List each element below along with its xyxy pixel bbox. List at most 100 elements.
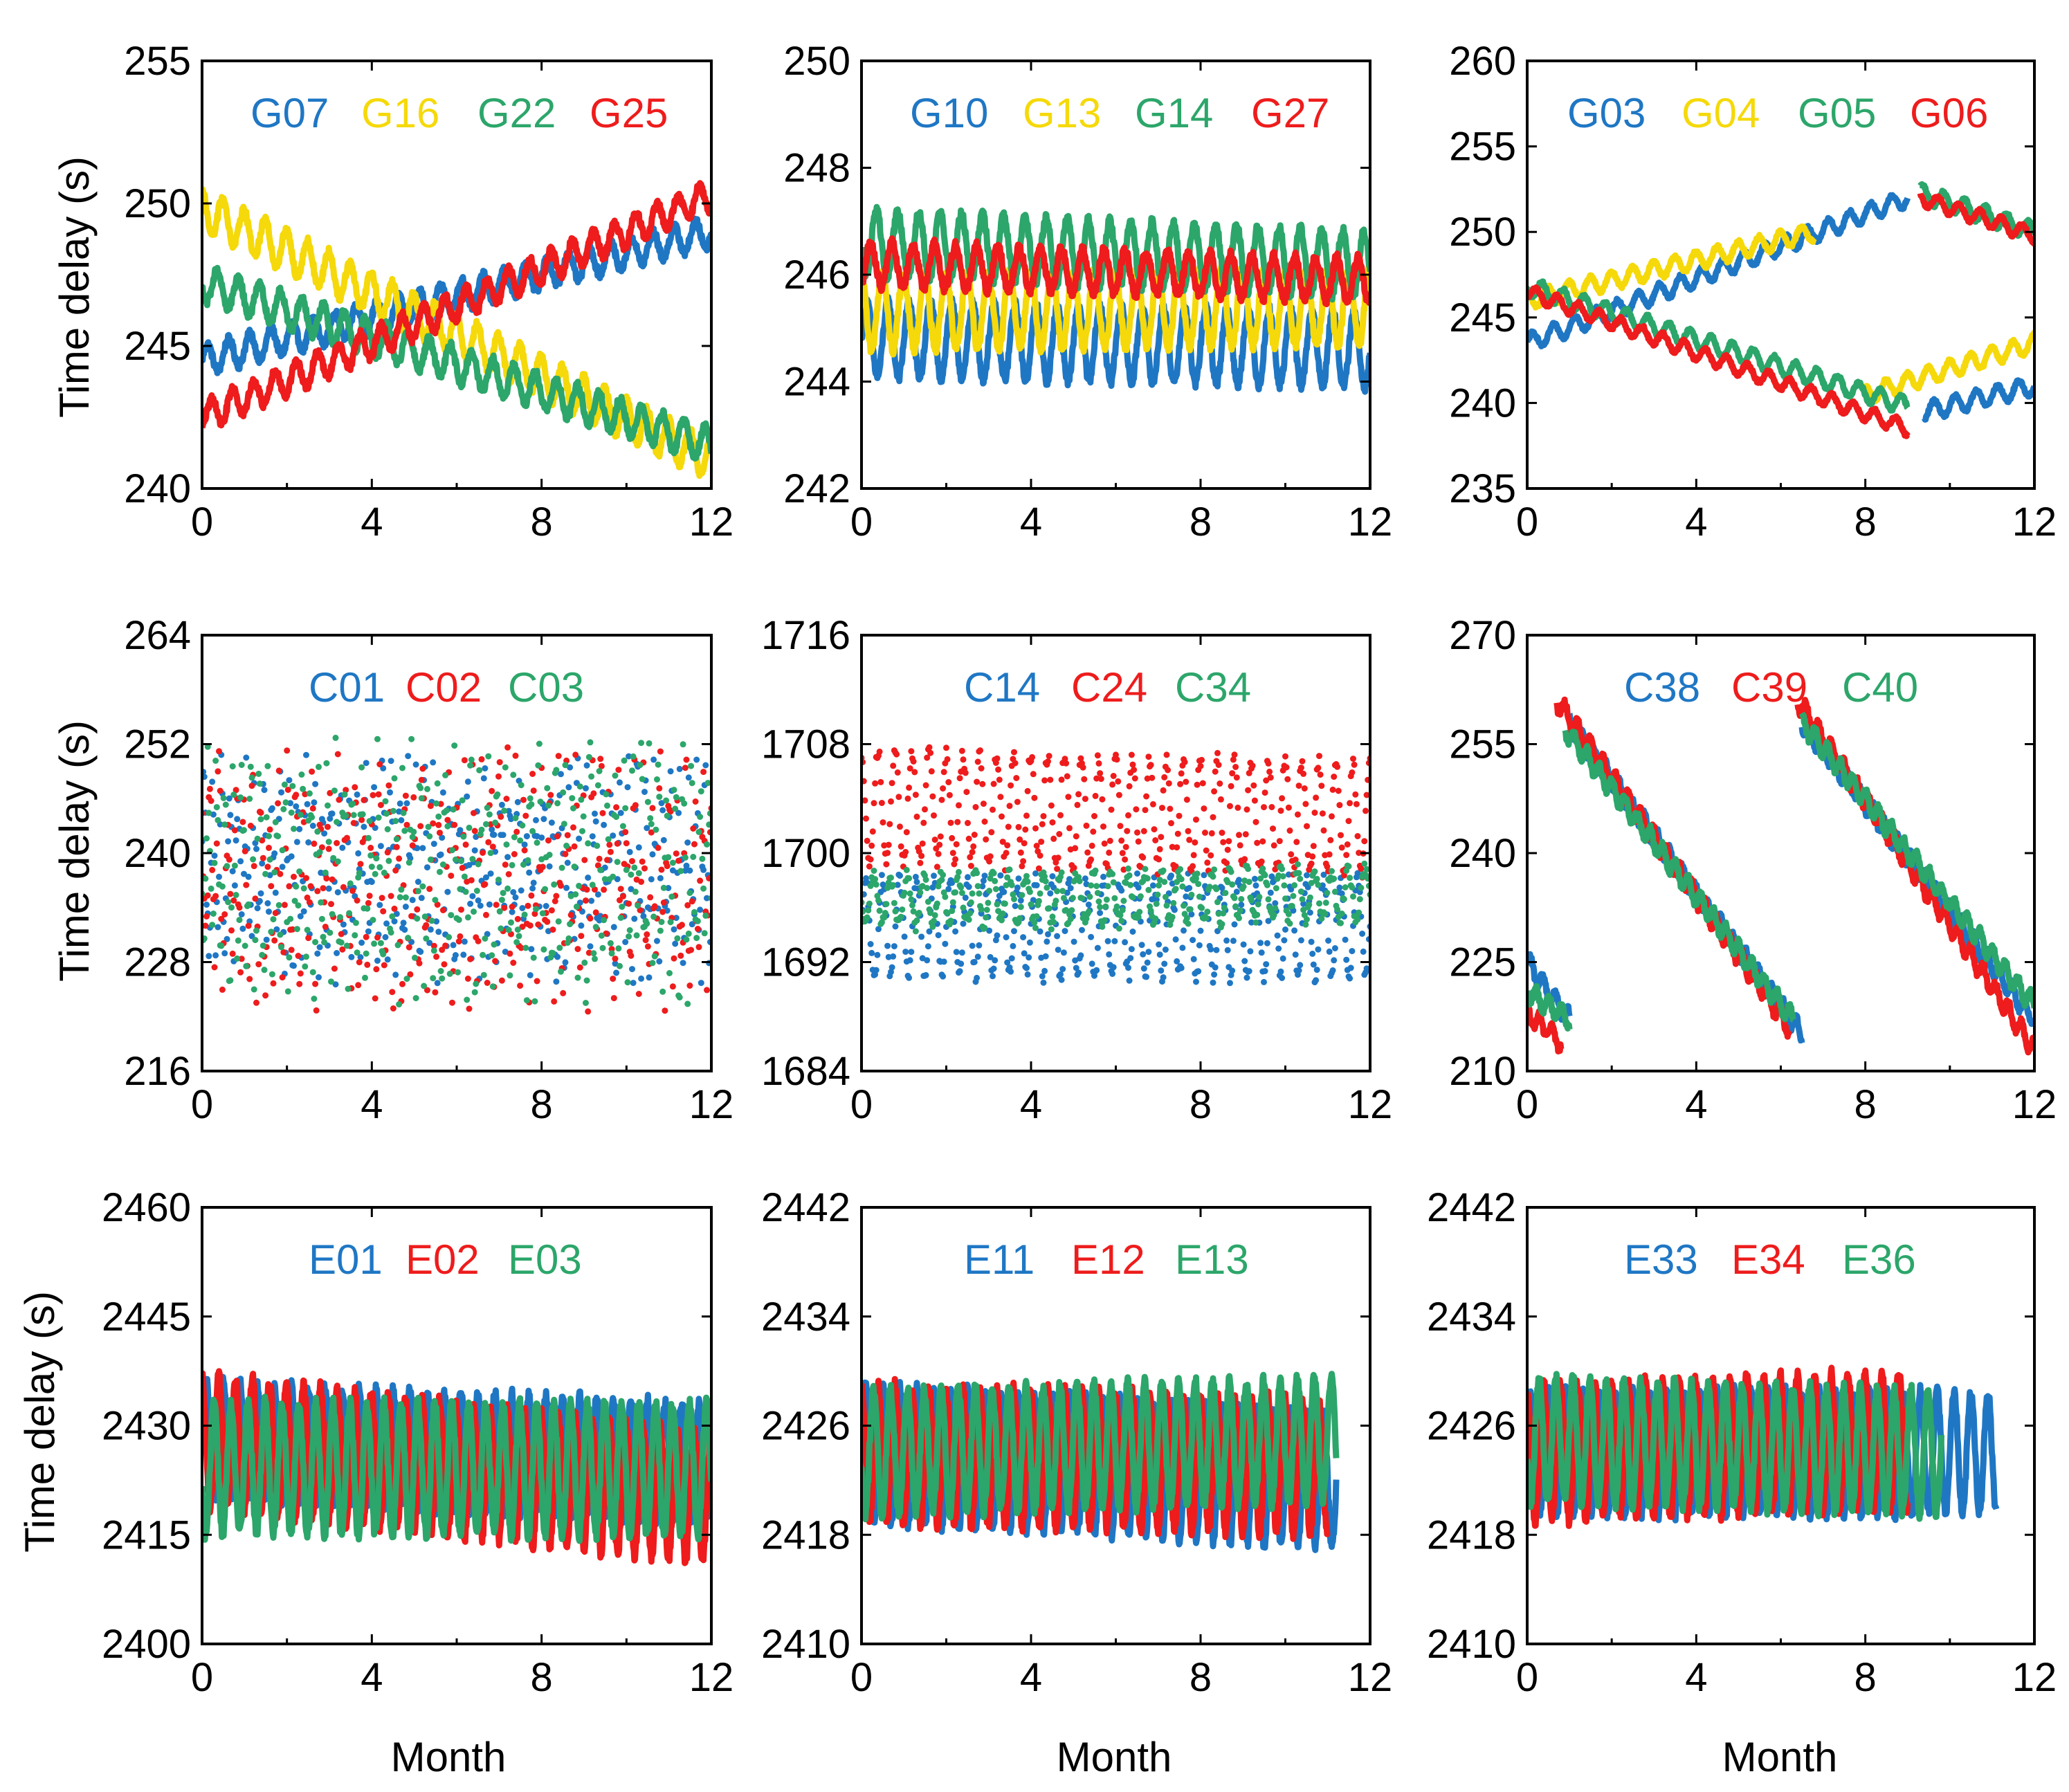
point-C02 [246,976,253,982]
point-C02 [655,844,662,851]
point-C03 [341,791,348,798]
point-C03 [686,890,693,896]
point-C24 [1064,773,1070,780]
point-C01 [649,851,656,858]
point-C34 [985,899,992,906]
point-C03 [264,762,271,769]
point-C14 [874,951,881,958]
point-C24 [996,776,1003,783]
point-C01 [629,966,635,973]
point-C01 [644,825,650,832]
x-tick-label: 8 [1854,1082,1877,1127]
point-C24 [1181,759,1188,765]
point-C03 [601,876,608,883]
point-C03 [476,767,483,774]
point-C03 [329,911,336,917]
point-C14 [906,974,913,981]
point-C34 [1017,915,1023,922]
point-C14 [1104,938,1111,944]
point-C34 [1354,916,1361,923]
point-C34 [1008,881,1015,888]
point-C34 [1037,890,1043,897]
point-C34 [1094,890,1101,897]
point-C34 [1023,872,1030,879]
point-C03 [385,857,392,864]
point-C03 [648,821,655,828]
point-C01 [414,845,421,852]
point-C24 [1192,839,1198,846]
point-C03 [318,915,325,922]
point-C02 [379,895,385,902]
y-tick-label: 2418 [1427,1512,1516,1557]
point-C03 [211,859,218,866]
point-C24 [868,842,875,849]
point-C02 [309,805,316,812]
point-C03 [617,962,623,969]
point-C01 [673,915,680,922]
point-C24 [1208,830,1215,836]
point-C24 [1055,854,1061,861]
point-C02 [228,927,235,934]
point-C02 [617,886,624,893]
point-C02 [562,850,569,857]
point-C24 [1214,749,1221,756]
point-C02 [535,921,542,928]
point-C14 [965,884,972,890]
point-C01 [682,867,689,874]
point-C02 [366,893,373,899]
point-C01 [239,925,246,932]
point-C02 [594,862,601,869]
point-C01 [272,889,279,896]
point-C02 [662,1007,668,1014]
point-C03 [560,821,567,828]
point-C03 [560,789,567,796]
point-C03 [257,816,264,823]
point-C01 [672,940,679,947]
point-C34 [909,902,915,908]
legend-G16: G16 [361,90,439,136]
point-C02 [571,843,578,850]
point-C03 [458,858,464,864]
point-C02 [480,850,486,856]
point-C34 [1228,868,1234,875]
point-C34 [1028,901,1034,908]
legend-E02: E02 [405,1236,480,1283]
point-C02 [558,882,564,889]
point-C01 [361,823,367,830]
point-C24 [1217,796,1224,803]
y-tick-label: 2415 [102,1512,191,1557]
point-C14 [1161,960,1168,967]
point-C02 [284,747,291,754]
point-C24 [911,769,918,776]
point-C02 [423,922,430,929]
point-C24 [946,792,953,798]
point-C34 [1170,899,1177,906]
point-C02 [432,989,439,996]
point-C34 [1290,893,1297,899]
point-C02 [458,906,464,913]
point-C24 [1228,783,1234,789]
series-G22 [202,264,711,462]
point-C24 [1108,806,1115,813]
point-C02 [644,931,650,938]
point-C02 [547,792,554,798]
point-C01 [457,827,464,834]
point-C03 [302,963,309,970]
x-tick-label: 0 [1516,500,1538,545]
point-C01 [329,810,336,817]
point-C01 [529,885,536,892]
y-tick-label: 240 [124,466,191,511]
point-C34 [1322,899,1329,906]
point-C02 [518,944,525,951]
point-C01 [311,799,318,806]
point-C03 [654,776,660,783]
point-C03 [356,870,363,877]
point-C03 [322,869,329,876]
point-C01 [286,777,293,784]
point-C02 [219,986,226,993]
point-C24 [904,795,911,802]
point-C14 [868,949,875,956]
point-C34 [1011,896,1017,902]
point-C03 [597,867,604,873]
point-C34 [990,870,997,877]
